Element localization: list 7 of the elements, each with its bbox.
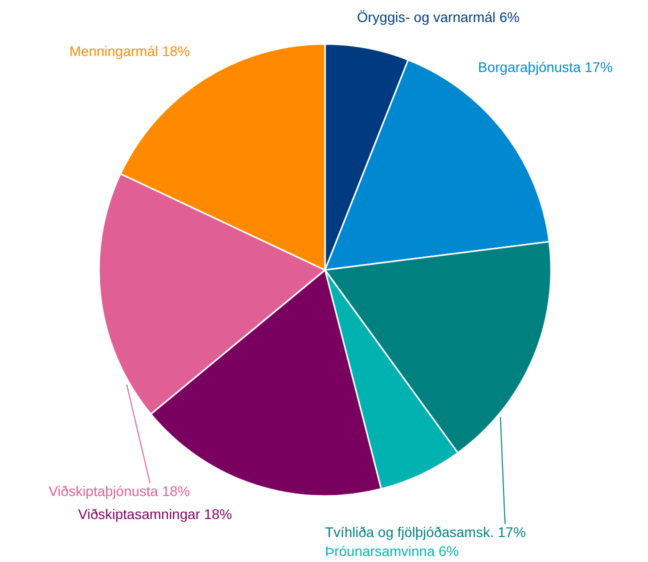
slice-label: Viðskiptaþjónusta 18% [48, 483, 190, 499]
slice-label: Menningarmál 18% [69, 43, 190, 59]
slice-label: Borgaraþjónusta 17% [478, 59, 613, 75]
slice-label: Viðskiptasamningar 18% [78, 506, 232, 522]
slice-label: Tvíhliða og fjölþjóðasamsk. 17% [325, 524, 526, 540]
slice-label: Þróunarsamvinna 6% [325, 543, 459, 559]
slice-label: Öryggis- og varnarmál 6% [357, 9, 520, 25]
